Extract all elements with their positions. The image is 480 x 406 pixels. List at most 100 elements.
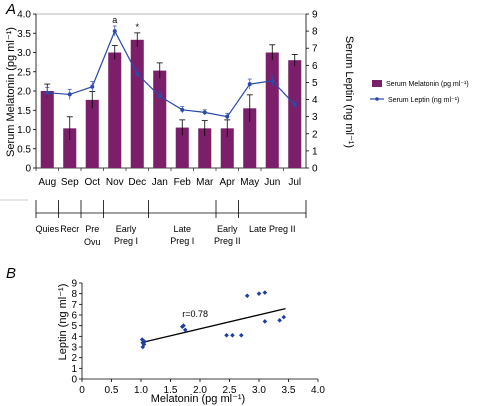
panel-b-label: B — [6, 265, 16, 282]
legend-swatch-melatonin — [372, 80, 382, 87]
point-leptin — [90, 84, 95, 89]
phase-label: Late Preg II — [249, 224, 296, 234]
panel-a-y2tick-label: 9 — [312, 10, 318, 21]
phase-label: Recr — [60, 224, 79, 234]
panel-a-y2tick-label: 4 — [312, 95, 318, 106]
panel-a-xtick-label: Mar — [196, 177, 214, 188]
scatter-point — [230, 332, 235, 338]
point-leptin — [45, 90, 50, 95]
scatter-point — [262, 319, 268, 324]
scatter-point — [141, 342, 147, 347]
panel-a-xtick-label: Sep — [61, 177, 79, 188]
bar-melatonin — [85, 99, 99, 168]
significance-mark: a — [112, 15, 117, 25]
panel-a-xtick-label: Apr — [219, 177, 235, 188]
panel-a-xtick-label: Nov — [106, 177, 124, 188]
panel-b-ytick-label: 3 — [71, 343, 77, 354]
panel-b-xtick-label: 4.0 — [311, 385, 325, 396]
point-leptin — [225, 114, 230, 119]
panel-b-xtick-label: 3.0 — [252, 385, 266, 396]
phase-label-line: Preg II — [214, 236, 241, 246]
bar-melatonin — [243, 108, 257, 168]
panel-a-chart: 0 0.5 1.0 1.5 2.0 2.5 3.0 3.5 4.0 0 1 2 3 4 5 6 7 8 9 Aug Se… — [17, 10, 318, 189]
panel-a-y2tick-label: 6 — [312, 61, 318, 72]
panel-b-xtick-label: 3.5 — [282, 385, 296, 396]
panel-a-xtick-label: Dec — [128, 177, 146, 188]
legend-label-leptin: Serum Leptin (ng ml⁻¹) — [388, 97, 459, 104]
phase-label-line: Late — [173, 224, 191, 234]
phase-label: Pre — [85, 224, 99, 234]
panel-a-y2tick-label: 1 — [312, 146, 318, 157]
scatter-point — [142, 339, 147, 344]
scatter-point — [244, 293, 250, 299]
bar-melatonin — [153, 70, 167, 168]
bar-melatonin — [220, 128, 234, 168]
legend: Serum Melatonin (pg ml⁻¹) Serum Leptin (… — [370, 80, 469, 104]
panel-a-y2tick-label: 8 — [312, 27, 318, 38]
panel-a-y2tick-label: 5 — [312, 78, 318, 89]
phase-label: Early Preg I — [114, 224, 138, 246]
panel-b-xtick-label: 2.0 — [193, 385, 207, 396]
bar-melatonin — [288, 60, 302, 169]
scatter-point — [281, 314, 287, 320]
scatter-point — [224, 332, 229, 338]
panel-a-label: A — [5, 1, 16, 18]
point-leptin — [292, 102, 297, 107]
significance-mark: * — [135, 22, 139, 32]
panel-a-xtick-label: Aug — [38, 177, 56, 188]
scatter-point — [181, 323, 186, 328]
panel-a-ylabel: Serum Melatonin (pg ml⁻¹) — [5, 27, 17, 157]
panel-a-y2tick-label: 7 — [312, 44, 318, 55]
panel-b-ytick-label: 2 — [71, 353, 77, 364]
scatter-point — [140, 344, 146, 350]
panel-a-ytick-label: 3.5 — [17, 29, 31, 40]
panel-a-ytick-label: 0.5 — [17, 144, 31, 155]
scatter-point — [239, 332, 244, 338]
panel-a-xtick-label: Jul — [288, 177, 301, 188]
panel-a-ytick-label: 1.5 — [17, 106, 31, 117]
panel-b-xlabel: Melatonin (pg ml⁻¹) — [151, 393, 245, 405]
point-leptin — [247, 82, 252, 87]
panel-a-ytick-label: 4.0 — [17, 10, 31, 21]
scatter-point — [256, 291, 262, 296]
panel-b-ylabel: Leptin (ng ml⁻¹) — [57, 284, 69, 361]
panel-a-ytick-label: 2.0 — [17, 87, 31, 98]
scatter-point — [277, 318, 282, 323]
panel-a-ytick-label: 2.5 — [17, 67, 31, 78]
panel-a-ytick-label: 0 — [25, 164, 31, 175]
panel-a-ytick-label: 3.0 — [17, 48, 31, 59]
panel-a-xtick-label: Oct — [84, 177, 100, 188]
panel-a-y2label: Serum Leptin (ng ml⁻¹) — [343, 36, 355, 148]
point-leptin — [67, 92, 72, 97]
phase-label-line: Early — [217, 224, 238, 234]
scatter-point — [140, 340, 146, 346]
panel-b-xtick-label: 1.5 — [164, 385, 178, 396]
panel-b-ytick-label: 7 — [71, 300, 77, 311]
phase-label-line: Early — [116, 224, 137, 234]
panel-b-xtick-label: 0.5 — [105, 385, 119, 396]
panel-a-ytick-label: 1.0 — [17, 125, 31, 136]
bar-melatonin — [130, 39, 144, 168]
point-leptin — [135, 71, 140, 76]
panel-b-xtick-label: 1.0 — [134, 385, 148, 396]
phase-label: Early Preg II — [214, 224, 241, 246]
panel-a-y2tick-label: 3 — [312, 112, 318, 123]
phase-label: Late Preg I — [170, 224, 194, 246]
panel-a-xtick-label: May — [240, 177, 259, 188]
scatter-point — [139, 337, 145, 342]
scatter-point — [262, 290, 268, 295]
panel-b-xtick-label: 2.5 — [223, 385, 237, 396]
panel-b-ytick-label: 1 — [71, 364, 77, 375]
point-leptin — [202, 110, 207, 115]
legend-label-melatonin: Serum Melatonin (pg ml⁻¹) — [386, 81, 469, 88]
trend-line — [140, 307, 286, 344]
bar-melatonin — [198, 128, 212, 168]
panel-a-y2tick-label: 0 — [312, 164, 318, 175]
point-leptin — [270, 78, 275, 83]
bar-melatonin — [108, 52, 122, 168]
scatter-point — [182, 327, 188, 333]
correlation-annotation: r=0.78 — [182, 309, 208, 319]
panel-b-ytick-label: 0 — [71, 375, 77, 386]
